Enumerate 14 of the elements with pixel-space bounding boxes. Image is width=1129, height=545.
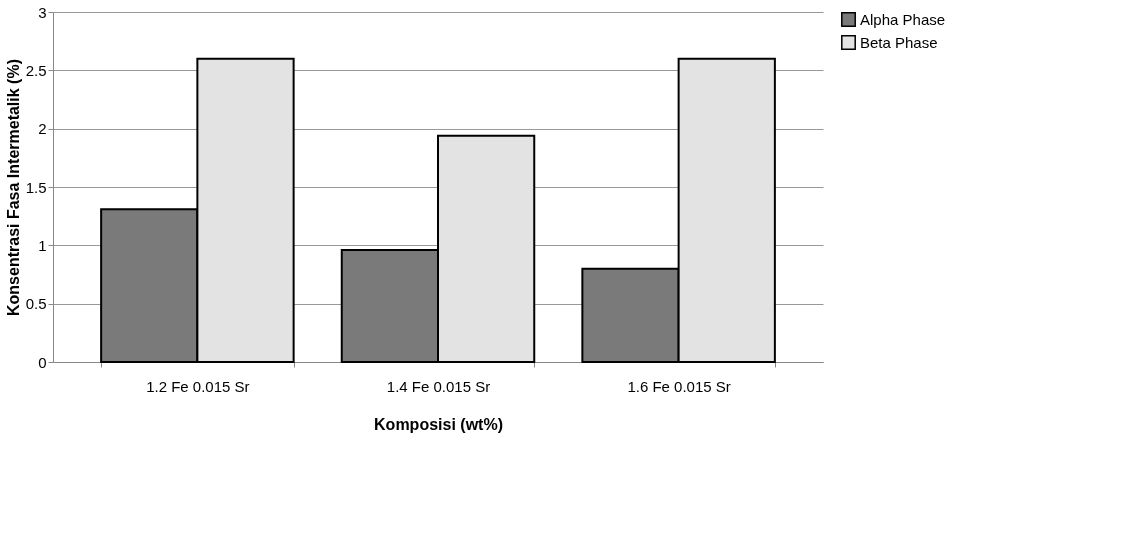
y-tick-label: 1	[38, 236, 47, 254]
y-tick-label: 1.5	[25, 178, 47, 196]
x-tick-label: 1.6 Fe 0.015 Sr	[627, 377, 731, 395]
y-tick-label: 2.5	[25, 61, 47, 79]
y-tick-label: 0	[38, 353, 47, 371]
x-tick-label: 1.4 Fe 0.015 Sr	[386, 377, 491, 395]
x-tick-label: 1.2 Fe 0.015 Sr	[146, 377, 250, 395]
y-tick-label: 3	[38, 3, 47, 21]
y-axis-title: Konsentrasi Fasa Intermetalik (%)	[4, 59, 22, 316]
legend-label: Alpha Phase	[860, 10, 946, 28]
y-tick-label: 2	[38, 120, 47, 138]
x-axis-title: Komposisi (wt%)	[374, 415, 503, 433]
y-tick-label: 0.5	[25, 295, 47, 313]
legend-label: Beta Phase	[860, 33, 938, 51]
